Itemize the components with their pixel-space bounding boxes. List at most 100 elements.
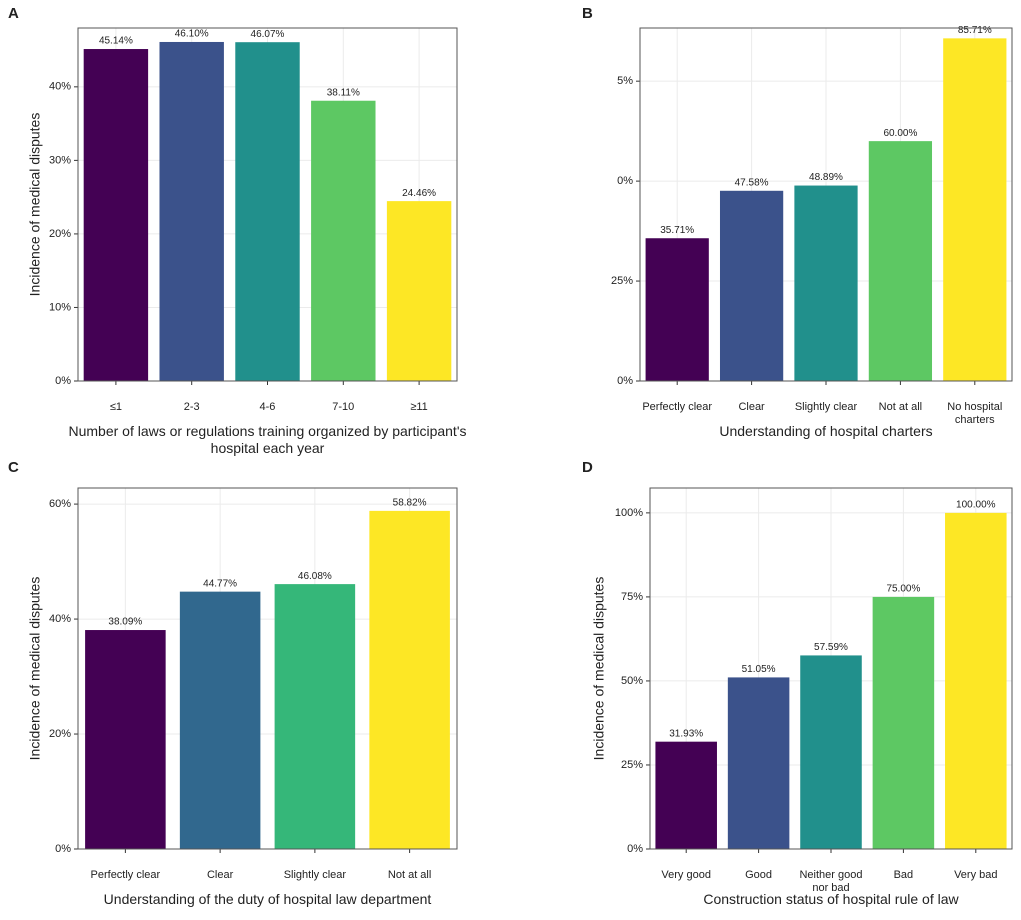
plot-border xyxy=(639,27,1013,382)
x-tick-label: Slightly clear xyxy=(794,401,858,413)
y-tick-label: 0% xyxy=(627,843,643,855)
x-tick-label-box: Not at all xyxy=(387,869,432,881)
x-tick-label: Bad xyxy=(893,869,914,881)
x-tick-label: Neither good nor bad xyxy=(799,869,863,895)
y-tick-label: 0% xyxy=(55,375,71,387)
value-label: 58.82% xyxy=(393,498,427,509)
value-label: 48.89% xyxy=(809,172,843,183)
bar xyxy=(369,510,450,849)
plot-border xyxy=(649,487,1013,850)
value-label: 75.00% xyxy=(886,584,920,595)
y-tick-label: 10% xyxy=(49,301,71,313)
bar xyxy=(179,591,261,849)
y-axis-title: Incidence of medical disputes xyxy=(27,577,43,761)
x-tick-label-box: Clear xyxy=(206,869,234,881)
x-tick-label: Perfectly clear xyxy=(90,869,161,881)
x-tick-label: Slightly clear xyxy=(283,869,347,881)
x-tick-label: Clear xyxy=(206,869,234,881)
bar xyxy=(794,185,858,381)
value-label: 46.07% xyxy=(251,29,285,40)
value-label: 46.10% xyxy=(175,29,209,40)
x-tick-label: Not at all xyxy=(387,869,432,881)
bar xyxy=(800,655,862,849)
value-label: 85.71% xyxy=(958,25,992,36)
y-tick-label: 60% xyxy=(49,498,71,510)
y-axis-title: Incidence of medical disputes xyxy=(591,577,607,761)
x-tick-label-box: Slightly clear xyxy=(283,869,347,881)
bar xyxy=(943,38,1007,382)
x-tick-label: Very good xyxy=(661,869,711,881)
bar xyxy=(83,49,149,381)
bar xyxy=(386,201,452,381)
y-tick-label: 40% xyxy=(49,613,71,625)
x-tick-label: 2-3 xyxy=(183,401,200,413)
y-tick-label: 0% xyxy=(617,375,633,387)
bar xyxy=(945,512,1007,849)
bar xyxy=(719,190,784,381)
bar xyxy=(311,100,376,381)
x-tick-label-box: Very good xyxy=(661,869,711,881)
plot-border xyxy=(77,27,458,382)
y-tick-label: 0% xyxy=(617,175,633,187)
x-axis-title: Understanding of hospital charters xyxy=(719,423,933,439)
x-tick-label: ≥11 xyxy=(410,401,428,413)
value-label: 45.14% xyxy=(99,36,133,47)
y-tick-label: 20% xyxy=(49,728,71,740)
value-label: 46.08% xyxy=(298,571,332,582)
bar xyxy=(159,41,224,382)
y-axis-title: Incidence of medical disputes xyxy=(27,113,43,297)
x-axis-title-box: Understanding of hospital charters xyxy=(719,423,933,439)
x-tick-label: Not at all xyxy=(878,401,923,413)
x-tick-label-box: ≥11 xyxy=(410,401,428,413)
x-axis-title: Number of laws or regulations training o… xyxy=(68,423,467,456)
x-tick-label-box: Clear xyxy=(738,401,764,413)
x-tick-label: Perfectly clear xyxy=(642,401,713,413)
value-label: 38.11% xyxy=(327,87,360,98)
y-tick-label: 100% xyxy=(615,507,643,519)
x-tick-label: Good xyxy=(745,869,773,881)
y-tick-label: 50% xyxy=(621,675,643,687)
x-tick-label-box: Slightly clear xyxy=(794,401,858,413)
value-label: 24.46% xyxy=(402,188,436,199)
bar xyxy=(645,238,709,381)
y-tick-label: 20% xyxy=(49,228,71,240)
y-tick-label: 25% xyxy=(621,759,643,771)
value-label: 100.00% xyxy=(956,500,996,511)
y-tick-label: 25% xyxy=(611,275,633,287)
x-tick-label-box: 4-6 xyxy=(260,401,276,413)
value-label: 44.77% xyxy=(203,578,237,589)
y-tick-label: 40% xyxy=(49,81,71,93)
x-tick-label: 7-10 xyxy=(332,401,355,413)
y-tick-label: 75% xyxy=(621,591,643,603)
bar xyxy=(85,630,166,849)
panel-label: D xyxy=(582,459,593,476)
value-label: 51.05% xyxy=(742,664,776,675)
value-label: 38.09% xyxy=(108,617,142,628)
x-tick-label-box: 7-10 xyxy=(332,401,355,413)
x-tick-label-box: Perfectly clear xyxy=(642,401,713,413)
panel-label: A xyxy=(8,5,19,22)
value-label: 31.93% xyxy=(669,728,703,739)
value-label: 57.59% xyxy=(814,642,848,653)
x-axis-title-box: Understanding of the duty of hospital la… xyxy=(104,891,432,907)
panel-label: C xyxy=(8,459,19,476)
x-tick-label-box: Not at all xyxy=(878,401,923,413)
y-tick-label: 5% xyxy=(617,75,633,87)
x-axis-title-box: Construction status of hospital rule of … xyxy=(703,891,958,907)
bar xyxy=(235,42,300,381)
x-tick-label-box: 2-3 xyxy=(183,401,200,413)
x-tick-label: Very bad xyxy=(954,869,998,881)
x-tick-label-box: ≤1 xyxy=(109,401,122,413)
x-tick-label: ≤1 xyxy=(109,401,122,413)
x-tick-label-box: Neither good nor bad xyxy=(799,869,863,895)
bar xyxy=(274,584,356,849)
x-tick-label-box: Perfectly clear xyxy=(90,869,161,881)
x-tick-label: No hospital charters xyxy=(947,401,1003,427)
plot-border xyxy=(77,487,458,850)
bar xyxy=(868,141,933,381)
value-label: 60.00% xyxy=(883,128,917,139)
y-tick-label: 30% xyxy=(49,154,71,166)
bar xyxy=(727,677,790,849)
